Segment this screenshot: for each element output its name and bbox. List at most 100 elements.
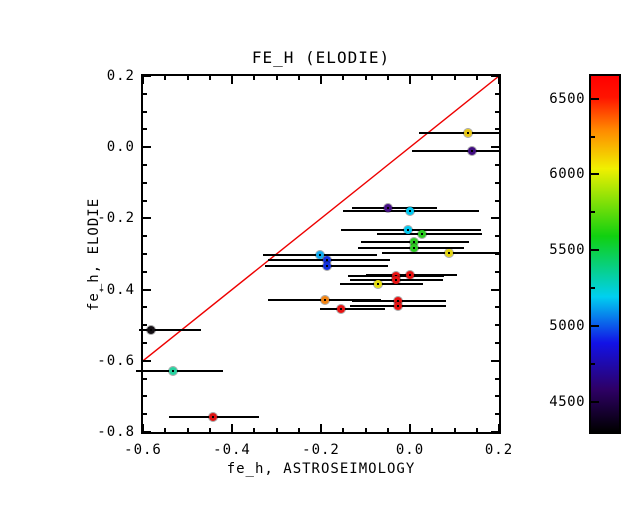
data-point bbox=[208, 412, 217, 421]
y-axis-tick bbox=[491, 431, 499, 433]
x-axis-tick bbox=[297, 76, 300, 80]
error-bar bbox=[418, 131, 499, 134]
error-bar bbox=[352, 206, 437, 209]
x-axis-tick bbox=[409, 76, 411, 84]
data-point bbox=[315, 250, 324, 259]
y-axis-tick bbox=[143, 395, 147, 398]
data-point bbox=[169, 366, 178, 375]
y-tick-label: 0.2 bbox=[106, 68, 135, 84]
x-axis-tick bbox=[453, 428, 456, 432]
y-axis-tick bbox=[143, 164, 147, 166]
x-axis-tick bbox=[208, 428, 211, 432]
data-point bbox=[463, 128, 472, 137]
x-axis-tick bbox=[275, 428, 278, 432]
colorbar-minor-tick bbox=[591, 287, 595, 290]
x-axis-label: fe_h, ASTROSEIMOLOGY bbox=[226, 461, 416, 477]
x-tick-label: 0.0 bbox=[395, 442, 425, 458]
y-axis-tick bbox=[491, 217, 499, 220]
y-axis-tick bbox=[495, 324, 499, 327]
data-point bbox=[393, 296, 402, 305]
data-point bbox=[409, 237, 418, 246]
data-point bbox=[373, 279, 382, 288]
y-axis-tick bbox=[491, 146, 499, 149]
y-axis-tick bbox=[143, 288, 151, 291]
y-axis-tick bbox=[143, 181, 147, 184]
y-axis-tick bbox=[143, 110, 147, 113]
colorbar-tick-label: 4500 bbox=[549, 393, 585, 410]
y-axis-tick bbox=[143, 342, 147, 344]
x-axis-tick bbox=[320, 76, 322, 84]
y-axis-tick bbox=[495, 181, 499, 184]
y-axis-tick bbox=[143, 217, 151, 220]
x-axis-tick bbox=[453, 76, 456, 80]
y-axis-tick bbox=[495, 164, 499, 166]
x-axis-tick bbox=[186, 76, 189, 80]
colorbar-tick bbox=[591, 324, 599, 327]
identity-line bbox=[143, 76, 499, 362]
y-axis-tick bbox=[495, 377, 499, 380]
y-axis-tick bbox=[143, 75, 151, 77]
data-point bbox=[393, 301, 402, 310]
data-point bbox=[406, 207, 414, 216]
y-axis-tick bbox=[495, 306, 499, 309]
x-axis-tick bbox=[364, 428, 367, 432]
y-axis-tick bbox=[491, 288, 499, 291]
y-axis-tick bbox=[495, 235, 499, 238]
y-axis-tick bbox=[495, 395, 499, 398]
colorbar-tick bbox=[591, 249, 599, 252]
colorbar-tick-label: 5000 bbox=[549, 317, 585, 334]
error-bar bbox=[139, 328, 201, 331]
x-axis-tick bbox=[386, 76, 389, 80]
x-axis-tick bbox=[253, 428, 256, 432]
error-bar bbox=[376, 233, 483, 236]
data-point bbox=[468, 146, 477, 155]
y-axis-tick bbox=[495, 92, 499, 95]
data-point bbox=[392, 276, 401, 285]
y-axis-tick bbox=[495, 110, 499, 113]
x-axis-tick bbox=[475, 76, 478, 80]
y-axis-tick bbox=[491, 75, 499, 77]
x-axis-tick bbox=[208, 76, 211, 80]
data-point bbox=[320, 295, 329, 304]
error-bar bbox=[412, 149, 499, 152]
plot-title: FE_H (ELODIE) bbox=[251, 48, 391, 67]
error-bar bbox=[382, 252, 499, 255]
error-bar bbox=[135, 369, 224, 372]
x-axis-tick bbox=[409, 424, 411, 432]
x-axis-tick bbox=[164, 428, 167, 432]
y-axis-tick bbox=[143, 235, 147, 238]
y-tick-label: -0.8 bbox=[97, 424, 135, 440]
x-tick-label: -0.4 bbox=[213, 442, 251, 458]
y-axis-tick bbox=[143, 270, 147, 273]
data-point bbox=[323, 256, 332, 265]
x-axis-tick bbox=[475, 428, 478, 432]
y-axis-tick bbox=[143, 324, 147, 327]
x-axis-tick bbox=[320, 424, 322, 432]
x-tick-label: -0.2 bbox=[302, 442, 340, 458]
colorbar-minor-tick bbox=[591, 362, 595, 365]
x-axis-tick bbox=[142, 76, 144, 84]
x-axis-tick bbox=[342, 76, 345, 80]
x-axis-tick bbox=[231, 424, 233, 432]
y-axis-tick bbox=[143, 146, 151, 149]
x-axis-tick bbox=[142, 424, 144, 432]
y-axis-tick bbox=[495, 128, 499, 131]
data-point bbox=[418, 230, 426, 239]
x-axis-tick bbox=[253, 76, 256, 80]
y-axis-tick bbox=[495, 199, 499, 202]
x-tick-label: 0.2 bbox=[484, 442, 514, 458]
y-axis-tick bbox=[495, 342, 499, 344]
x-axis-tick bbox=[275, 76, 278, 80]
data-point bbox=[147, 325, 155, 334]
x-axis-tick bbox=[297, 428, 300, 432]
y-axis-tick bbox=[143, 199, 147, 202]
plot-inner bbox=[135, 75, 500, 433]
data-point bbox=[337, 305, 346, 314]
y-axis-tick bbox=[143, 431, 151, 433]
data-point bbox=[383, 203, 392, 212]
y-axis-tick bbox=[491, 359, 499, 362]
y-axis-tick bbox=[143, 377, 147, 380]
colorbar-tick bbox=[591, 173, 599, 176]
colorbar-minor-tick bbox=[591, 135, 595, 138]
y-axis-tick bbox=[143, 128, 147, 131]
